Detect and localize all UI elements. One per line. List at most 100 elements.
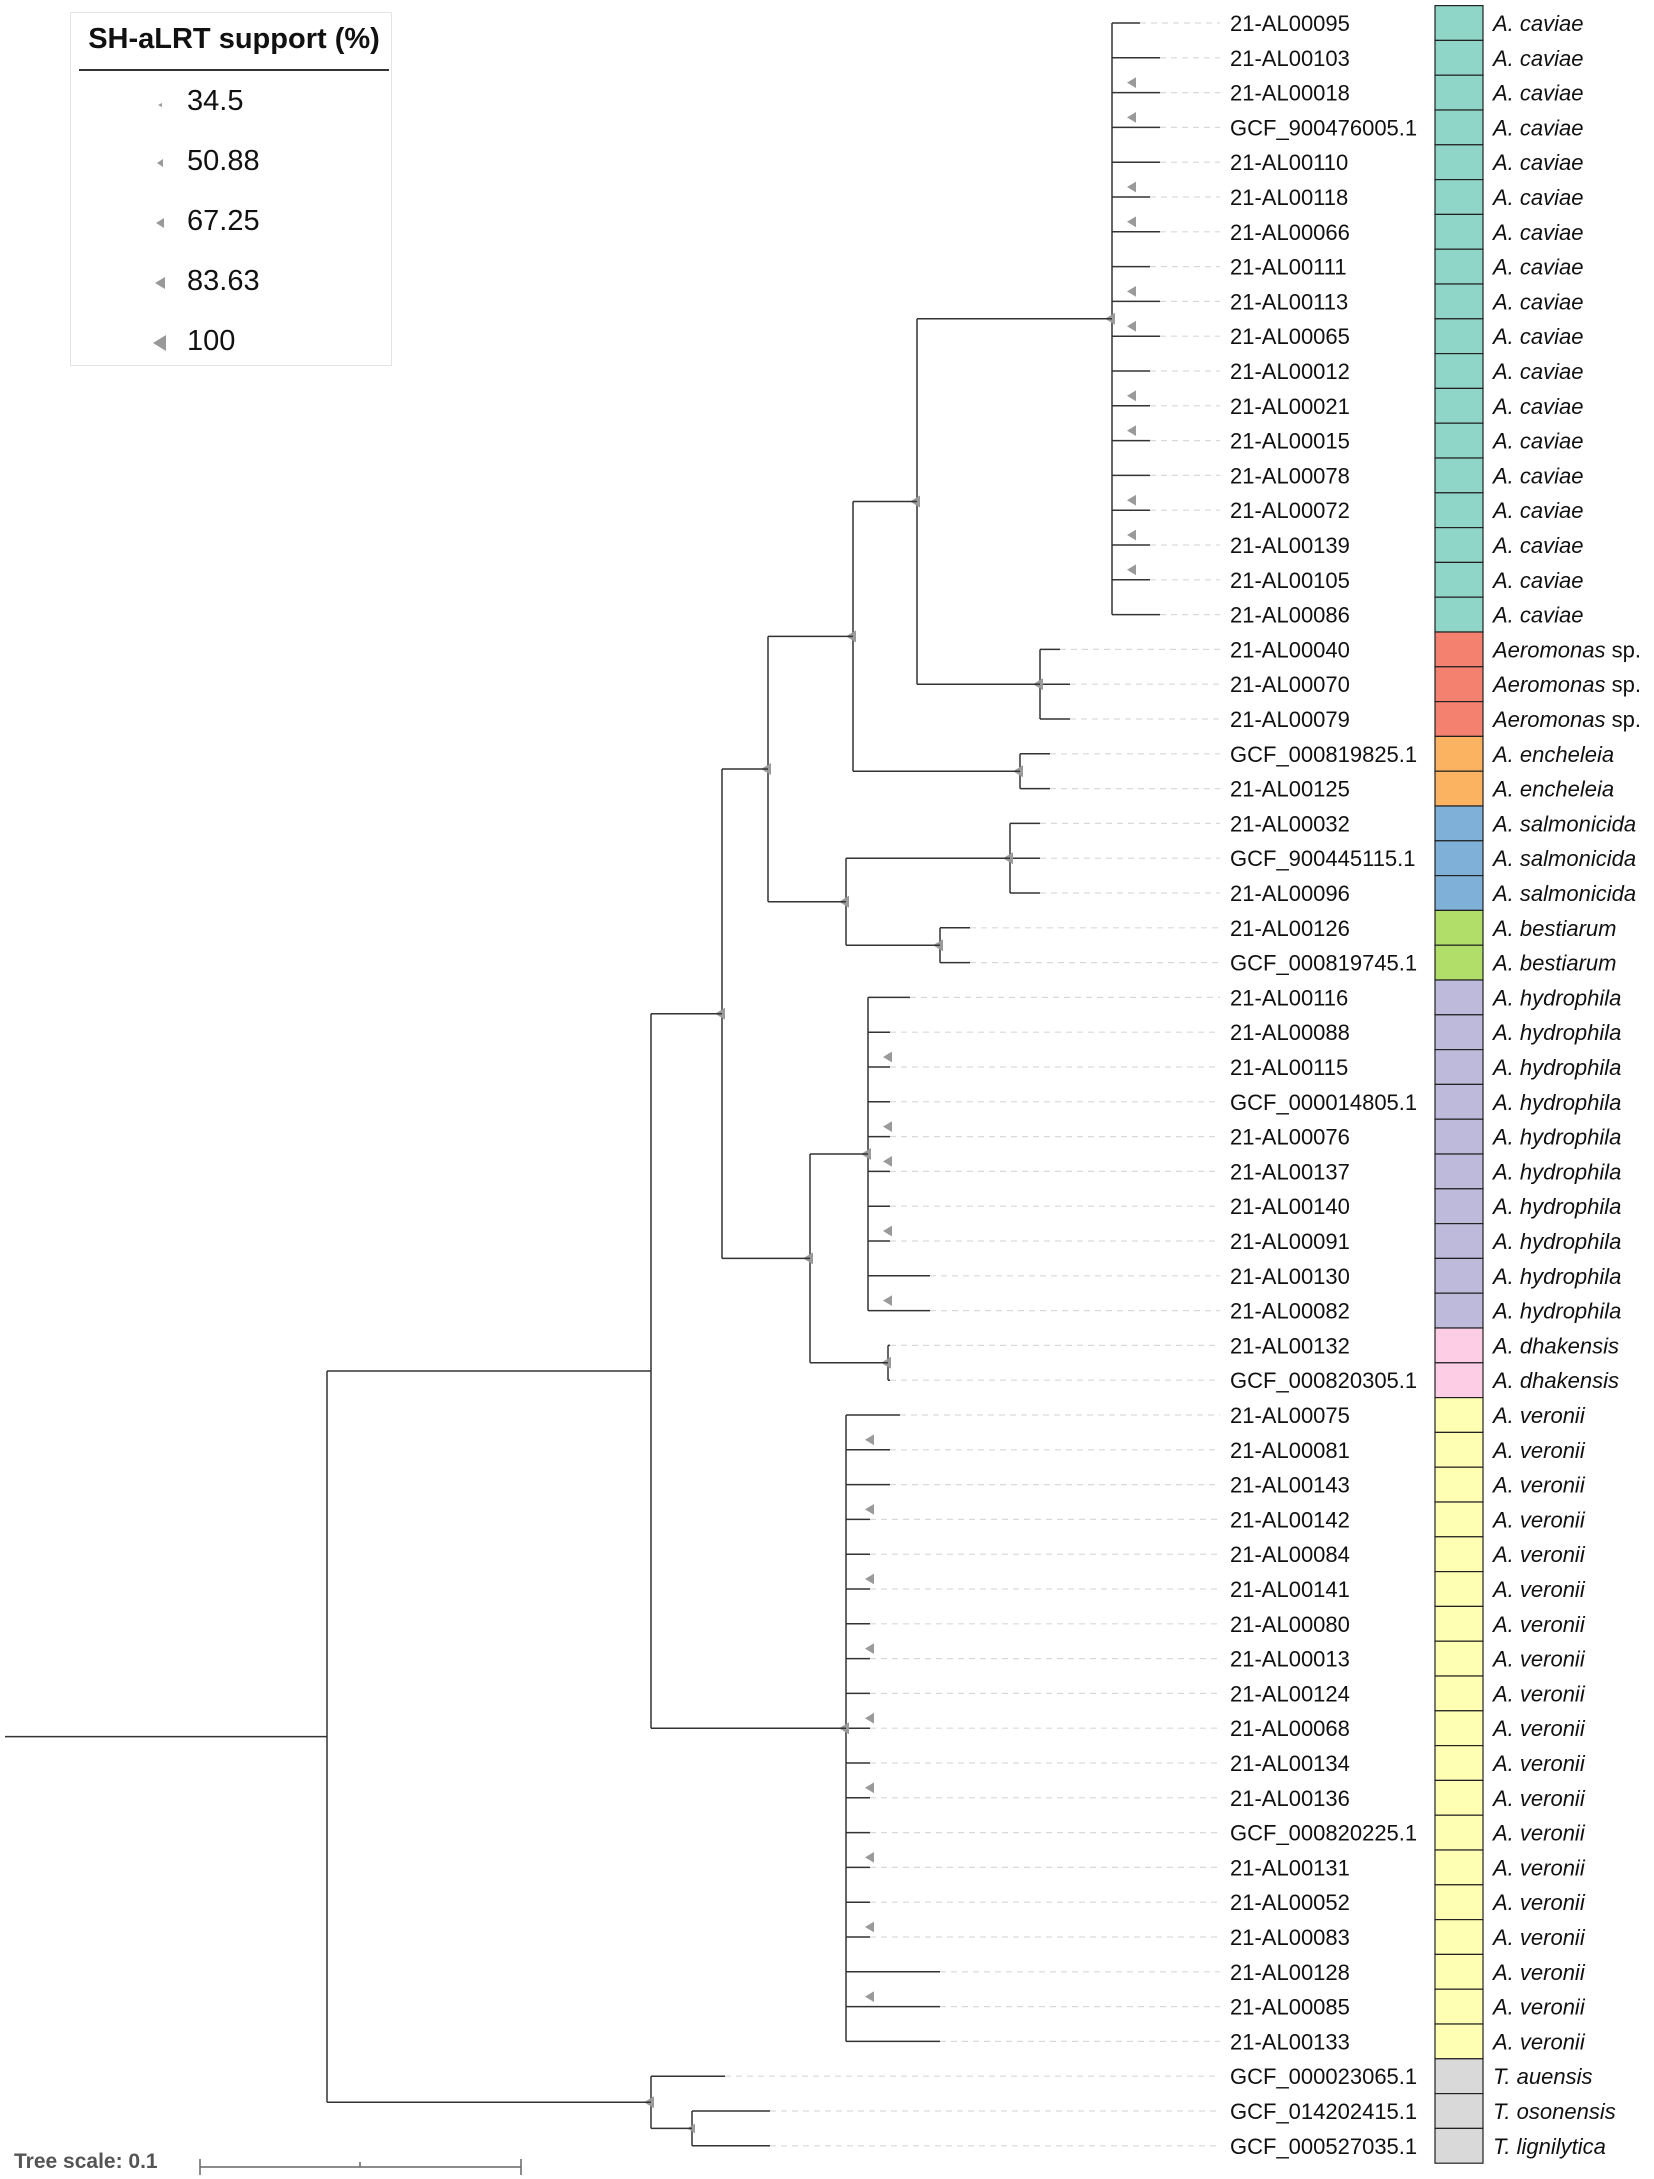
leaf-label: 21-AL00118 — [1230, 185, 1348, 210]
leaf-label: GCF_900445115.1 — [1230, 846, 1416, 871]
species-label: A. caviae — [1491, 359, 1584, 384]
leaf-label: 21-AL00072 — [1230, 498, 1350, 523]
caviae-support — [1127, 390, 1136, 402]
species-label: A. caviae — [1491, 11, 1584, 36]
species-label: A. veronii — [1491, 1786, 1586, 1811]
species-label: Aeromonas sp. — [1491, 672, 1641, 697]
leaf-label: 21-AL00080 — [1230, 1612, 1350, 1637]
caviae-support — [1127, 425, 1136, 436]
species-label: A. caviae — [1491, 81, 1584, 106]
leaf-label: GCF_000820225.1 — [1230, 1821, 1417, 1846]
species-color-strip — [1434, 283, 1484, 320]
legend-value-3: 67.25 — [187, 205, 260, 237]
species-color-strip — [1434, 735, 1484, 772]
veronii-support — [865, 1643, 874, 1654]
species-label: A. veronii — [1491, 1681, 1586, 1706]
species-color-strip — [1434, 213, 1484, 250]
species-color-strip — [1434, 2023, 1484, 2060]
species-color-strip — [1434, 1048, 1484, 1085]
leaf-label: 21-AL00128 — [1230, 1960, 1350, 1985]
leaf-label: 21-AL00079 — [1230, 707, 1350, 732]
leaf-label: 21-AL00012 — [1230, 359, 1350, 384]
species-color-strip — [1434, 596, 1484, 633]
leaf-label: 21-AL00095 — [1230, 11, 1350, 36]
species-color-strip — [1434, 979, 1484, 1016]
caviae-support — [1127, 529, 1136, 541]
leaf-label: 21-AL00018 — [1230, 81, 1350, 106]
leaf-label: 21-AL00088 — [1230, 1020, 1350, 1045]
species-label: A. encheleia — [1491, 777, 1614, 802]
tree-scale-label: Tree scale: 0.1 — [14, 2150, 158, 2173]
caviae-support — [1127, 564, 1136, 576]
species-color-strip — [1434, 1501, 1484, 1538]
leaf-label: 21-AL00075 — [1230, 1403, 1350, 1428]
leaf-label: 21-AL00110 — [1230, 150, 1348, 175]
species-label: A. dhakensis — [1491, 1333, 1619, 1358]
leaf-label: 21-AL00140 — [1230, 1194, 1350, 1219]
leaf-label: 21-AL00137 — [1230, 1159, 1350, 1184]
species-label: A. bestiarum — [1491, 951, 1617, 976]
legend-marker-1 — [143, 89, 173, 124]
leaf-label: 21-AL00142 — [1230, 1507, 1350, 1532]
species-label: A. caviae — [1491, 324, 1584, 349]
species-label: A. veronii — [1491, 1960, 1586, 1985]
species-label: A. caviae — [1491, 220, 1584, 245]
veronii-support — [865, 1434, 874, 1446]
species-color-strip — [1434, 248, 1484, 285]
species-label: T. osonensis — [1493, 2099, 1616, 2124]
legend-title: SH-aLRT support (%) — [88, 23, 380, 55]
species-label: A. caviae — [1491, 533, 1584, 558]
hydro-support — [883, 1295, 892, 1306]
species-label: T. lignilytica — [1493, 2134, 1606, 2159]
species-color-strip — [1434, 1083, 1484, 1120]
leaf-label: 21-AL00052 — [1230, 1890, 1350, 1915]
species-label: A. salmonicida — [1491, 846, 1636, 871]
species-color-strip — [1434, 179, 1484, 216]
species-label: A. hydrophila — [1491, 1299, 1621, 1324]
leaf-label: 21-AL00134 — [1230, 1751, 1350, 1776]
species-label: A. veronii — [1491, 1612, 1586, 1637]
veronii-support — [865, 1782, 874, 1794]
veronii-support — [865, 1712, 874, 1724]
species-color-strip — [1434, 1222, 1484, 1259]
leaf-label: 21-AL00084 — [1230, 1542, 1350, 1567]
species-color-strip — [1434, 1014, 1484, 1051]
leaf-label: 21-AL00126 — [1230, 916, 1350, 941]
species-color-strip — [1434, 631, 1484, 668]
species-color-strip — [1434, 492, 1484, 529]
species-color-strip — [1434, 770, 1484, 807]
species-label: A. caviae — [1491, 150, 1584, 175]
leaf-label: GCF_000819825.1 — [1230, 742, 1417, 767]
leaf-label: 21-AL00082 — [1230, 1299, 1350, 1324]
species-color-strip — [1434, 1570, 1484, 1607]
species-color-strip — [1434, 1640, 1484, 1677]
species-color-strip — [1434, 2127, 1484, 2164]
species-label: A. veronii — [1491, 1473, 1586, 1498]
leaf-label: 21-AL00096 — [1230, 881, 1350, 906]
caviae-support — [1127, 181, 1136, 193]
species-label: A. caviae — [1491, 46, 1584, 71]
species-label: A. veronii — [1491, 2029, 1586, 2054]
species-label: A. hydrophila — [1491, 1159, 1621, 1184]
species-label: A. hydrophila — [1491, 1125, 1621, 1150]
legend-marker-2 — [143, 148, 173, 183]
species-label: A. hydrophila — [1491, 1264, 1621, 1289]
leaf-label: GCF_000023065.1 — [1230, 2064, 1417, 2089]
species-label: A. veronii — [1491, 1821, 1586, 1846]
legend-value-5: 100 — [187, 325, 236, 357]
leaf-label: 21-AL00116 — [1230, 985, 1348, 1010]
legend-marker-3 — [143, 208, 173, 243]
species-label: A. salmonicida — [1491, 881, 1636, 906]
species-label: A. veronii — [1491, 1507, 1586, 1532]
veronii-support — [865, 1573, 874, 1585]
legend-value-4: 83.63 — [187, 265, 260, 297]
species-color-strip — [1434, 909, 1484, 946]
leaf-label: 21-AL00143 — [1230, 1473, 1350, 1498]
veronii-support — [865, 1921, 874, 1933]
species-label: T. auensis — [1493, 2064, 1592, 2089]
species-label: A. veronii — [1491, 1403, 1586, 1428]
species-color-strip — [1434, 1536, 1484, 1573]
leaf-label: GCF_000014805.1 — [1230, 1090, 1417, 1115]
species-label: A. veronii — [1491, 1438, 1586, 1463]
